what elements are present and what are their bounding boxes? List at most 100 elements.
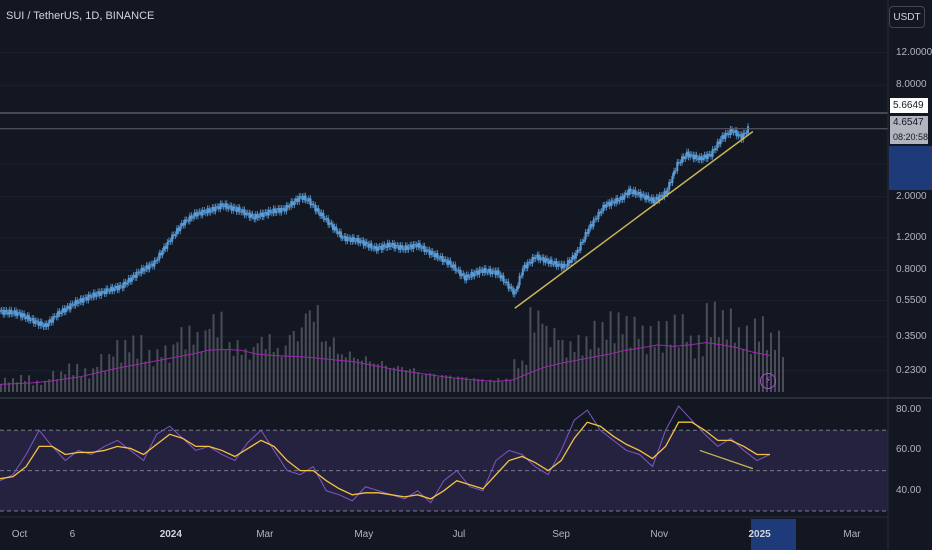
candle-body (714, 148, 717, 151)
volume-bar (248, 359, 251, 392)
candle-body (676, 162, 679, 172)
candle-body (143, 269, 146, 272)
volume-bar (774, 349, 776, 392)
candle-body (402, 248, 405, 251)
candle-body (278, 207, 281, 213)
candle-body (84, 297, 87, 299)
candle-body (647, 195, 650, 200)
candle-body (238, 207, 241, 212)
volume-bar (749, 354, 752, 392)
time-tick-label: 2025 (748, 529, 771, 540)
candle-body (521, 268, 524, 276)
candle-body (336, 231, 339, 235)
volume-bar (284, 345, 287, 392)
currency-button[interactable]: USDT (889, 6, 925, 28)
candle-body (335, 226, 338, 232)
candle-body (480, 269, 482, 271)
candle-body (716, 141, 719, 149)
rsi-tick-label: 40.00 (896, 484, 922, 496)
candle-body (677, 162, 680, 164)
candle-body (221, 203, 223, 206)
candle-body (663, 191, 666, 198)
volume-bar (0, 384, 2, 392)
candle-body (666, 189, 669, 195)
candle-body (114, 286, 117, 289)
candle-body (68, 306, 71, 310)
volume-bar (397, 365, 399, 392)
candle-body (58, 311, 61, 315)
candle-body (206, 208, 209, 214)
candle-body (444, 259, 447, 261)
alert-level-tag[interactable]: 5.6649 (890, 98, 928, 113)
candle-body (224, 203, 227, 208)
candle-body (481, 270, 484, 274)
candle-body (684, 156, 687, 160)
candle-body (637, 191, 640, 194)
candle-body (187, 220, 190, 222)
candle-body (230, 205, 233, 211)
candle-body (545, 258, 548, 261)
candle-body (428, 249, 431, 256)
volume-bar (92, 368, 95, 392)
candle-body (29, 319, 32, 321)
volume-bar (537, 310, 540, 392)
volume-bar (481, 379, 484, 392)
candle-body (360, 240, 363, 242)
candle-body (534, 257, 537, 260)
candle-body (307, 198, 310, 202)
candle-body (327, 218, 330, 225)
candle-body (325, 218, 328, 220)
price-tick-label: 12.0000 (896, 46, 932, 58)
candle-body (179, 226, 182, 232)
candle-body (295, 198, 297, 202)
volume-bars (0, 301, 784, 392)
volume-bar (625, 316, 628, 392)
volume-bar (36, 380, 39, 392)
lightning-icon[interactable]: ⚡ (760, 373, 776, 389)
volume-bar (320, 341, 323, 392)
candle-body (603, 204, 606, 208)
candle-body (624, 192, 627, 195)
time-tick-label: Sep (552, 529, 570, 540)
candle-body (743, 132, 746, 134)
candle-body (449, 260, 452, 265)
candle-body (0, 311, 1, 313)
candle-body (375, 246, 378, 251)
rsi-divergence-line[interactable] (699, 449, 754, 470)
volume-bar (497, 378, 500, 392)
last-price-tag[interactable]: 4.6547 (890, 116, 928, 130)
candle-body (656, 196, 659, 201)
candle-body (605, 204, 608, 208)
candle-body (671, 175, 674, 184)
candle-body (172, 234, 175, 237)
volume-bar (425, 373, 428, 392)
candle-body (332, 224, 334, 230)
trendline[interactable] (514, 130, 754, 309)
candle-body (177, 228, 180, 232)
volume-bar (649, 325, 652, 392)
candle-body (381, 244, 384, 250)
volume-bar (469, 380, 472, 392)
volume-bar (108, 354, 111, 392)
candle-body (685, 151, 688, 157)
volume-bar (324, 341, 327, 392)
candle-body (457, 269, 460, 271)
candle-body (597, 211, 600, 220)
volume-bar (216, 337, 219, 392)
candle-body (119, 285, 122, 287)
price-tick-label: 1.2000 (896, 231, 927, 243)
volume-bar (493, 380, 496, 392)
volume-bar (389, 368, 391, 392)
candle-body (275, 210, 278, 213)
volume-bar (380, 361, 383, 392)
candle-body (208, 208, 211, 213)
volume-bar (8, 382, 10, 392)
candle-body (270, 212, 273, 214)
candle-body (323, 218, 326, 220)
candle-body (142, 267, 145, 272)
volume-bar (685, 341, 688, 392)
candle-body (478, 269, 481, 275)
candle-body (274, 208, 277, 213)
rsi-line (0, 405, 771, 504)
